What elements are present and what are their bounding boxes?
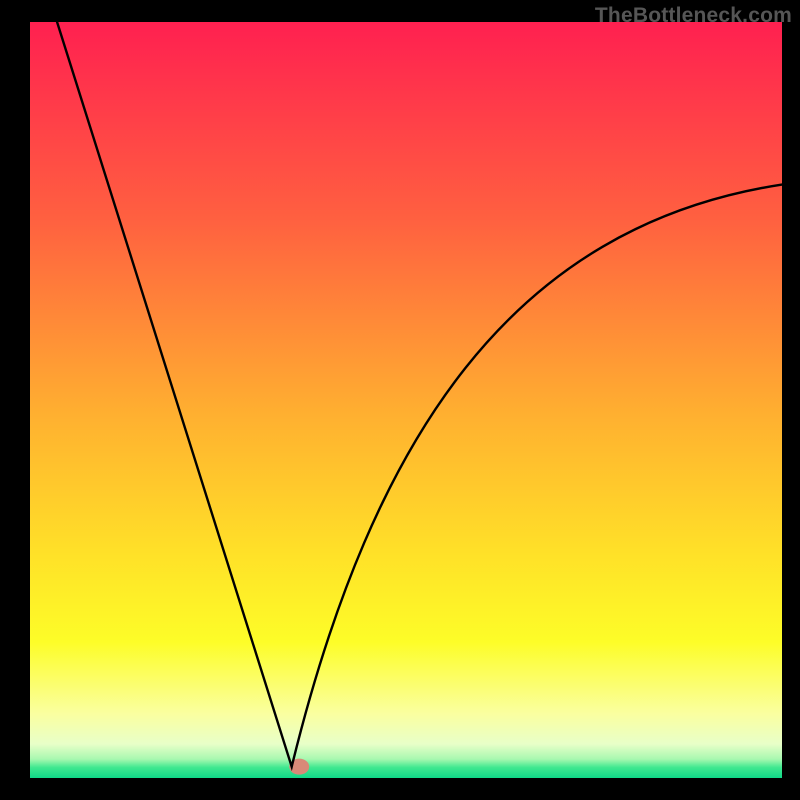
- watermark-text: TheBottleneck.com: [595, 4, 792, 28]
- chart-container: TheBottleneck.com: [0, 0, 800, 800]
- bottleneck-chart: [0, 0, 800, 800]
- plot-background: [30, 22, 782, 778]
